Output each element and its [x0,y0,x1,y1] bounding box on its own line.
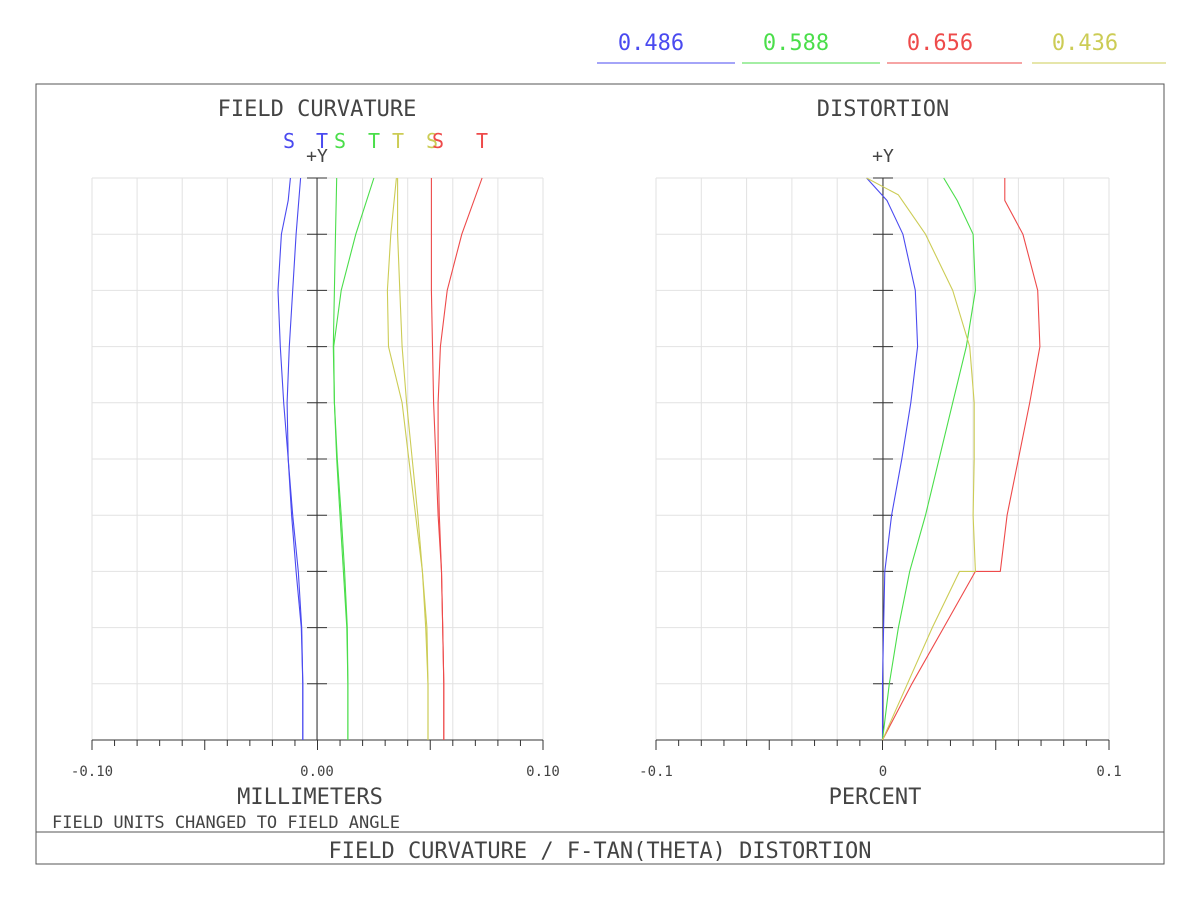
st-labels: S T S T T S S T [283,129,488,153]
st-label: T [316,129,328,153]
legend-label-0486: 0.486 [618,31,684,56]
st-label: T [368,129,380,153]
fc-axes [91,177,544,750]
fc-curve-0-436-s [397,178,429,740]
distortion-panel: DISTORTION +Y -0.1 0 0.1 PERCENT [639,97,1122,810]
st-label: S [283,129,295,153]
distortion-title: DISTORTION [817,97,949,122]
fc-x-tick-label: 0.10 [526,764,560,780]
st-label: S [426,129,438,153]
fc-curves [277,177,483,740]
dist-x-tick-label: 0 [879,764,887,780]
fc-curve-0-486-t [286,177,304,740]
field-curvature-panel: FIELD CURVATURE S T S T T S S T +Y -0.10… [71,97,560,810]
st-label: S [432,129,444,153]
legend-label-0656: 0.656 [907,31,973,56]
fc-x-tick-label: -0.10 [71,764,113,780]
footer-note: FIELD UNITS CHANGED TO FIELD ANGLE [52,813,400,833]
legend-label-0588: 0.588 [763,31,829,56]
plot-frame [35,83,1165,865]
footer-title: FIELD CURVATURE / F-TAN(THETA) DISTORTIO… [328,839,871,864]
fc-curve-0-436-t [386,177,429,740]
dist-x-tick-label: 0.1 [1096,764,1121,780]
dist-y-axis-label: +Y [872,146,894,167]
dist-curve-0-588 [881,177,976,741]
st-label: T [392,129,404,153]
dist-curve-0-436 [866,177,976,741]
field-curvature-title: FIELD CURVATURE [218,97,417,122]
dist-curve-0-486 [866,177,919,740]
legend-label-0436: 0.436 [1052,31,1118,56]
dist-curves [866,177,1041,741]
fc-x-axis-unit: MILLIMETERS [237,785,383,810]
fc-curve-0-656-t [437,177,483,740]
fc-curve-0-588-t [333,177,375,740]
st-label: S [334,129,346,153]
st-label: T [476,129,488,153]
fc-y-axis-label: +Y [306,146,328,167]
dist-curve-0-656 [882,178,1041,741]
dist-x-axis-unit: PERCENT [829,785,922,810]
legend: 0.486 0.588 0.656 0.436 [597,31,1166,64]
fc-x-tick-label: 0.00 [300,764,334,780]
dist-x-tick-label: -0.1 [639,764,673,780]
